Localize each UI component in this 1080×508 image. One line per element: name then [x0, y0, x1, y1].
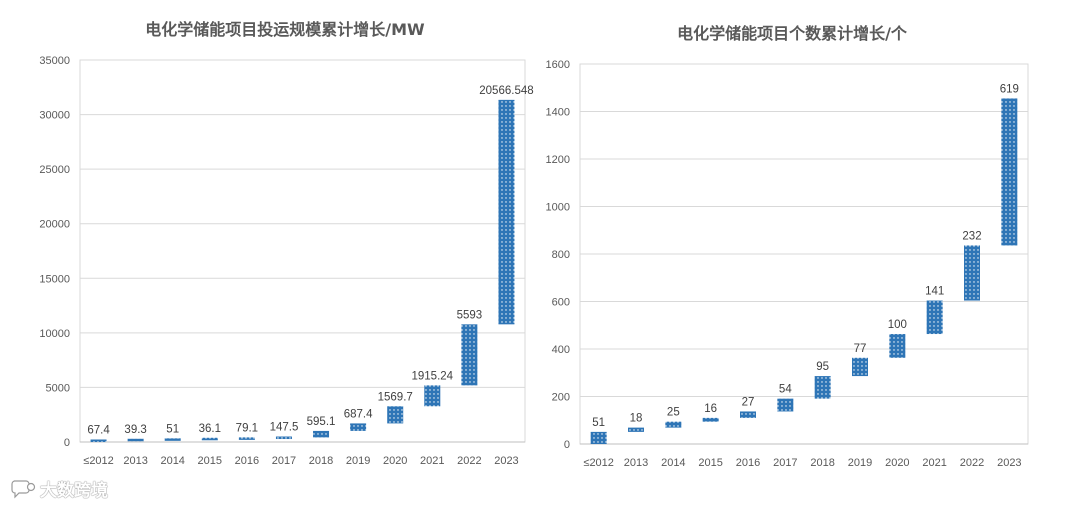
x-tick-label: 2022	[960, 457, 984, 469]
x-tick-label: 2013	[123, 455, 147, 467]
y-tick-label: 15000	[39, 273, 70, 285]
data-label: 51	[166, 423, 179, 435]
chart-count-panel: 电化学储能项目个数累计增长/个 0 200 400 600 800 1000 1200 140…	[540, 0, 1080, 508]
data-label: 77	[854, 343, 867, 355]
x-tick-label: 2019	[848, 457, 872, 469]
x-tick-label: 2023	[997, 457, 1021, 469]
y-tick-label: 400	[552, 344, 570, 356]
bar	[90, 439, 107, 442]
x-tick-label: 2013	[624, 457, 648, 469]
y-tick-label: 1400	[546, 107, 570, 119]
data-label: 51	[592, 417, 605, 429]
data-label: 18	[630, 413, 643, 425]
x-tick-label: 2016	[235, 455, 259, 467]
chart-count: 电化学储能项目个数累计增长/个 0 200 400 600 800 1000 1200 140…	[546, 24, 1029, 469]
data-label: 147.5	[270, 422, 299, 434]
y-tick-label: 25000	[39, 164, 70, 176]
chart-title: 电化学储能项目个数累计增长/个	[677, 24, 908, 43]
y-tick-label: 20000	[39, 219, 70, 231]
data-label: 687.4	[344, 408, 373, 420]
x-tick-label: 2019	[346, 455, 370, 467]
data-label: 20566.548	[479, 85, 533, 97]
x-tick-label: 2023	[494, 455, 518, 467]
data-label: 54	[779, 384, 792, 396]
data-label: 1915.24	[412, 370, 454, 382]
x-tick-label: 2015	[698, 457, 722, 469]
chart-mw-panel: 电化学储能项目投运规模累计增长/MW 0 5000 10000 15000 20000 2…	[39, 20, 533, 467]
bar	[889, 334, 906, 358]
y-tick-label: 35000	[39, 55, 70, 67]
bar	[313, 430, 330, 438]
x-tick-label: ≤2012	[583, 457, 614, 469]
data-label: 36.1	[199, 423, 221, 435]
data-label: 1569.7	[378, 391, 413, 403]
watermark: 大数跨境	[10, 476, 108, 501]
data-label: 27	[742, 396, 755, 408]
data-label: 95	[816, 361, 829, 373]
bar	[424, 385, 441, 407]
x-tick-label: 2017	[272, 455, 296, 467]
data-label: 619	[1000, 83, 1019, 95]
y-tick-label: 600	[552, 297, 570, 309]
bar	[461, 324, 478, 386]
x-tick-label: 2020	[885, 457, 909, 469]
bar	[814, 376, 831, 399]
bar	[1001, 98, 1018, 246]
y-tick-label: 1200	[546, 154, 570, 166]
bar	[238, 437, 255, 440]
x-tick-label: 2018	[810, 457, 834, 469]
bar	[702, 417, 719, 422]
bar	[590, 431, 607, 444]
data-label: 232	[962, 230, 981, 242]
bar	[926, 300, 943, 335]
bar	[628, 427, 644, 432]
x-tick-label: 2014	[160, 455, 184, 467]
x-tick-label: 2021	[922, 457, 946, 469]
y-tick-label: 5000	[46, 382, 70, 394]
bar	[964, 245, 980, 301]
y-tick-label: 1600	[546, 59, 570, 71]
plot-frame	[79, 59, 526, 443]
bar	[201, 437, 218, 441]
bar	[164, 438, 181, 441]
chart-title: 电化学储能项目投运规模累计增长/MW	[145, 20, 425, 39]
x-tick-label: 2014	[661, 457, 685, 469]
data-label: 39.3	[124, 424, 146, 436]
y-tick-label: 800	[552, 249, 570, 261]
x-tick-label: 2022	[457, 455, 481, 467]
x-tick-label: 2021	[420, 455, 444, 467]
bar	[852, 357, 868, 377]
bar	[740, 411, 756, 418]
x-tick-label: 2020	[383, 455, 407, 467]
bar	[498, 99, 515, 325]
y-tick-label: 200	[552, 392, 570, 404]
data-label: 16	[704, 403, 717, 415]
y-tick-label: 0	[564, 439, 570, 451]
data-label: 5593	[457, 309, 483, 321]
data-label: 79.1	[236, 422, 258, 434]
data-label: 67.4	[87, 425, 110, 437]
chat-bubble-icon	[11, 479, 36, 498]
chart-mw: 电化学储能项目投运规模累计增长/MW 0 5000 10000 15000 20000 2…	[39, 20, 533, 467]
x-tick-label: 2018	[309, 455, 333, 467]
bar	[350, 423, 367, 431]
x-tick-label: 2017	[773, 457, 797, 469]
data-label: 595.1	[307, 416, 336, 428]
bar	[275, 436, 292, 440]
x-tick-label: 2015	[198, 455, 222, 467]
bar	[387, 406, 404, 424]
data-label: 141	[925, 286, 944, 298]
y-tick-label: 0	[64, 437, 70, 449]
x-tick-label: ≤2012	[83, 455, 114, 467]
y-tick-label: 30000	[39, 110, 70, 122]
bar	[777, 398, 794, 412]
watermark-text: 大数跨境	[40, 481, 108, 501]
bar	[127, 438, 144, 442]
data-label: 100	[888, 319, 907, 331]
y-tick-label: 10000	[39, 328, 70, 340]
data-label: 25	[667, 407, 680, 419]
y-tick-label: 1000	[546, 202, 570, 214]
x-tick-label: 2016	[736, 457, 760, 469]
bar	[665, 421, 682, 428]
